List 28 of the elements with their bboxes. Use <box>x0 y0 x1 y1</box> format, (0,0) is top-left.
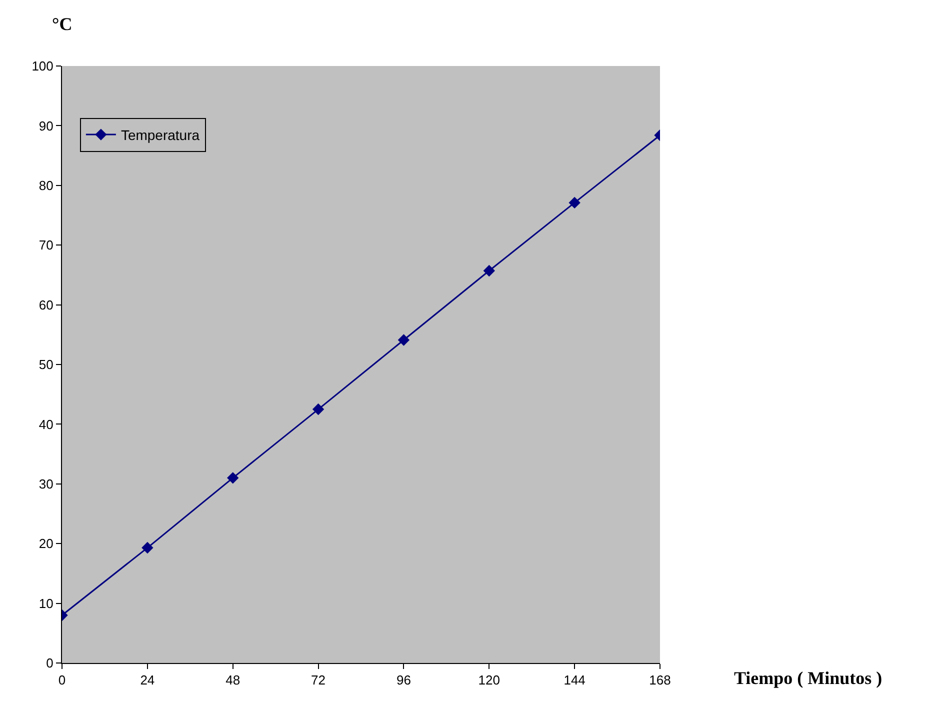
y-tick-label: 60 <box>38 297 54 312</box>
x-tick-label: 0 <box>58 672 66 688</box>
y-tick-label: 100 <box>32 58 54 74</box>
x-tick-label: 120 <box>478 672 500 688</box>
x-axis-title: Tiempo ( Minutos ) <box>734 668 882 688</box>
point <box>142 542 154 554</box>
x-tick-label: 72 <box>311 672 326 688</box>
x-tick-label: 144 <box>564 672 586 688</box>
y-tick-label: 40 <box>38 416 54 432</box>
x-tick-label: 48 <box>226 672 240 688</box>
point <box>483 264 495 277</box>
y-tick-label: 80 <box>38 178 54 193</box>
y-tick-label: 0 <box>46 656 54 671</box>
y-axis-title: °C <box>52 14 72 34</box>
y-tick-label: 30 <box>38 476 54 492</box>
y-tick-label: 90 <box>38 118 54 134</box>
point <box>568 196 580 209</box>
y-tick-label: 20 <box>38 536 54 552</box>
point <box>312 403 324 416</box>
point <box>227 472 239 484</box>
y-tick-label: 50 <box>38 357 54 372</box>
y-tick-label: 70 <box>38 238 54 253</box>
x-tick-label: 168 <box>649 672 671 688</box>
x-tick-label: 96 <box>396 672 411 688</box>
y-tick-label: 10 <box>38 596 54 611</box>
legend-label: Temperatura <box>120 127 200 143</box>
x-tick-label: 24 <box>140 672 155 688</box>
point <box>398 334 410 346</box>
